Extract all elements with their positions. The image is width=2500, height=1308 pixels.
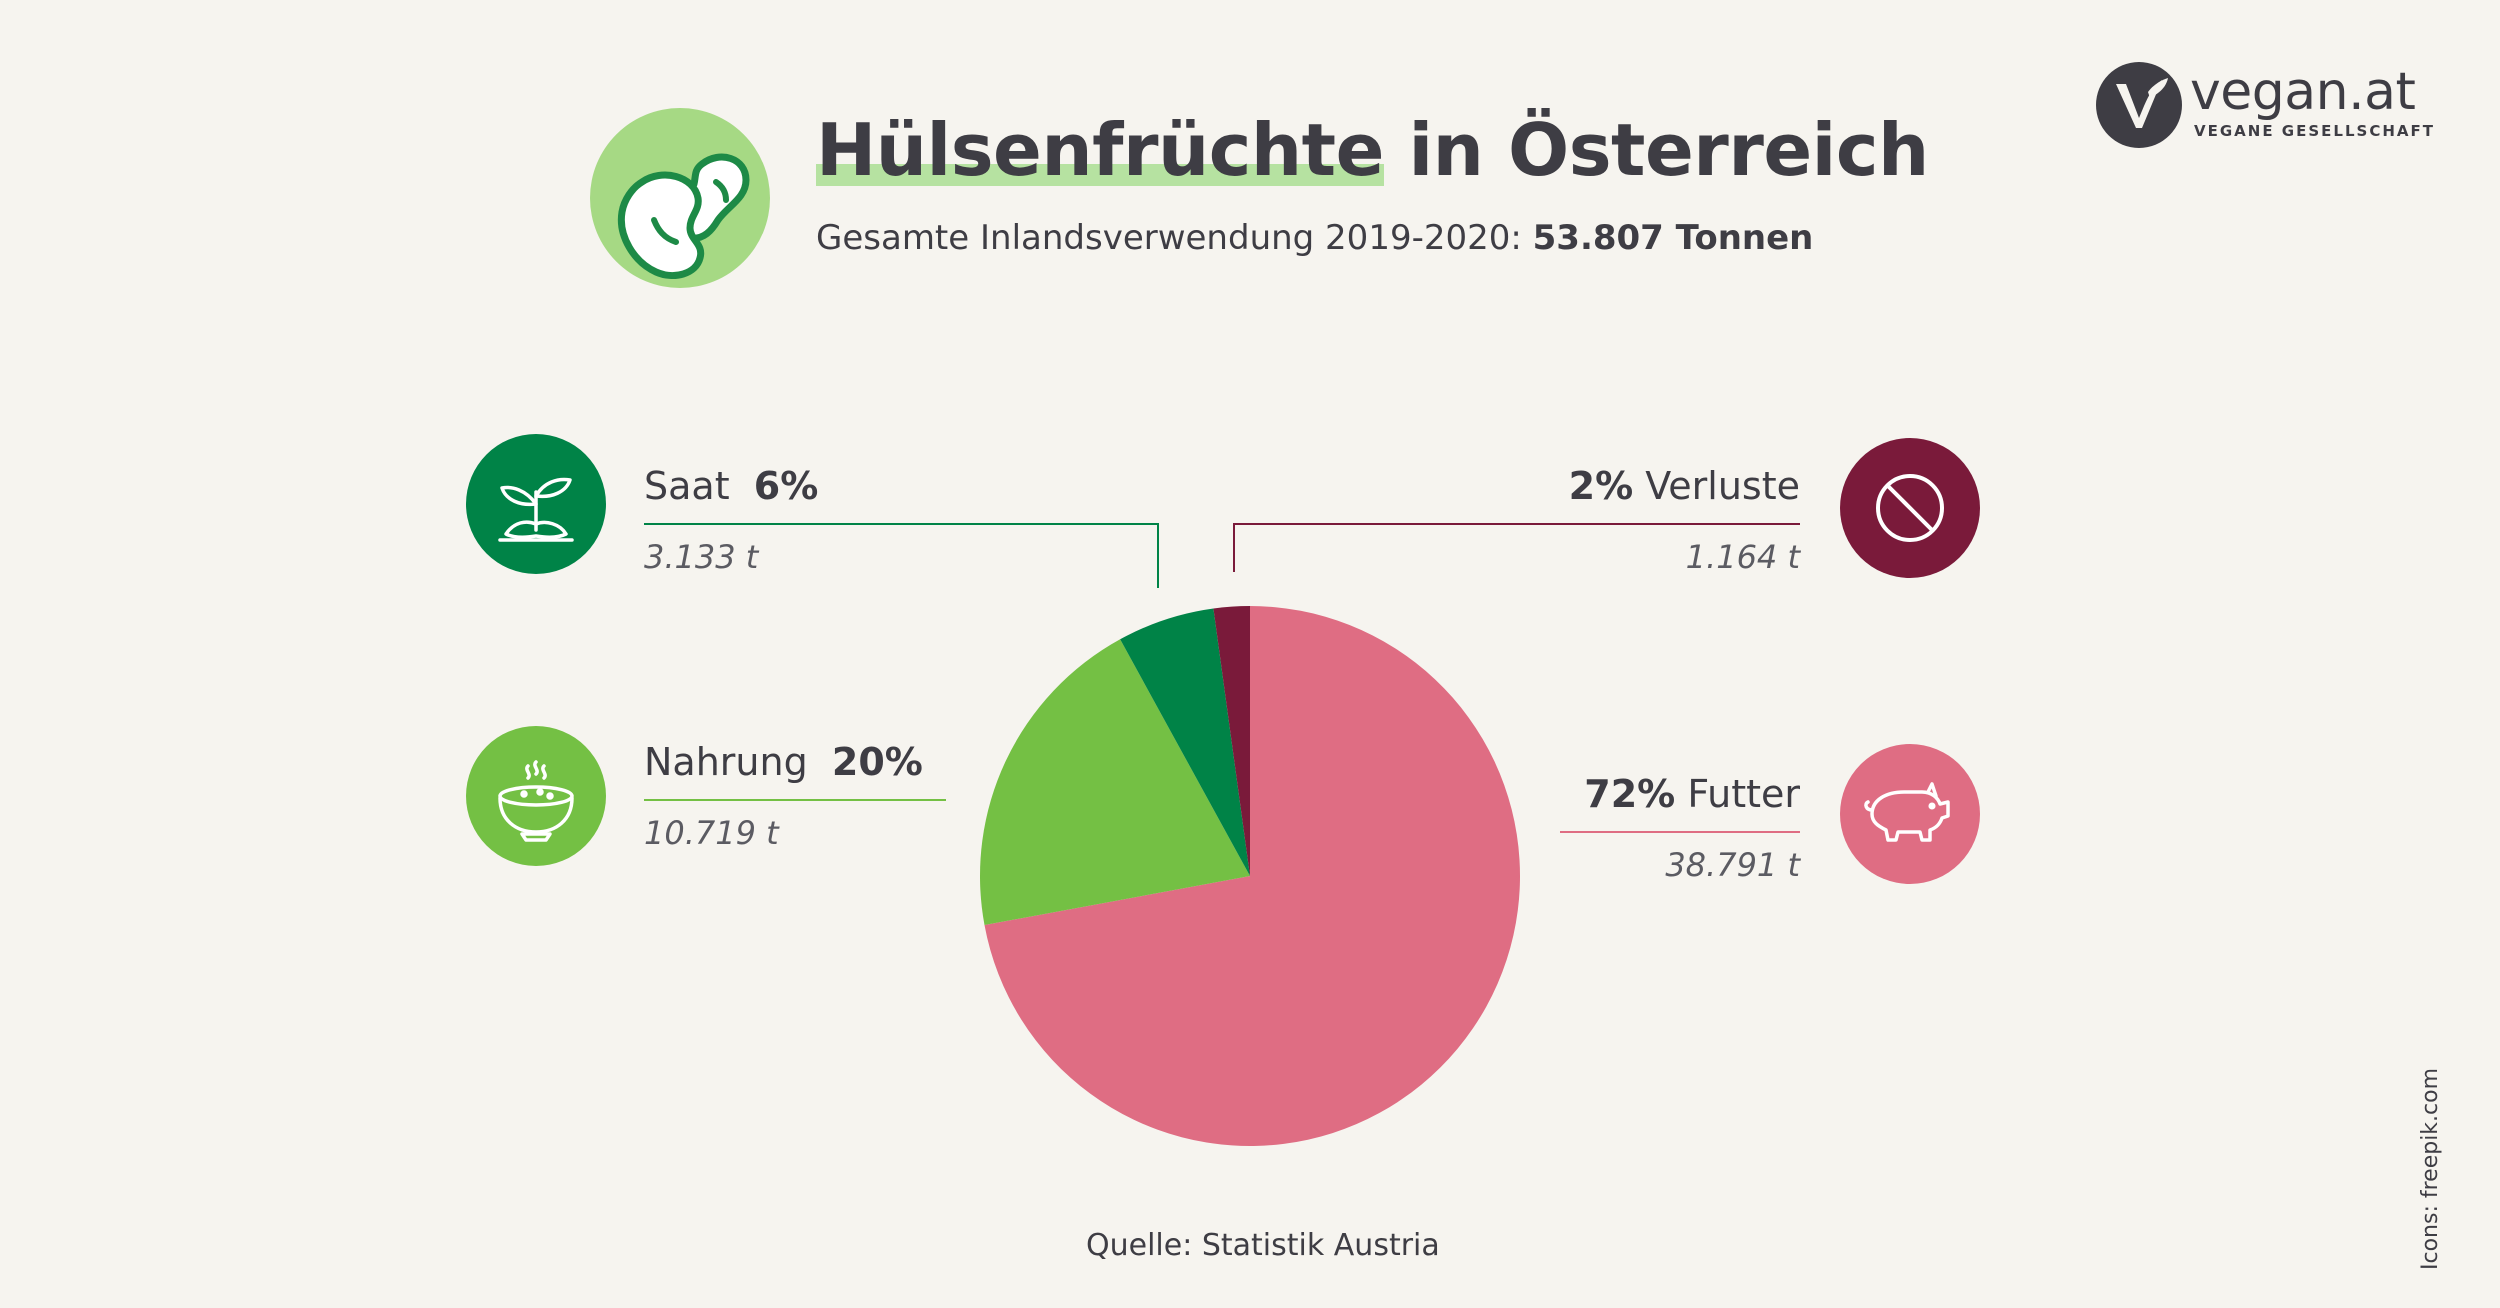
futter-tonnes: 38.791 t — [1665, 846, 1800, 884]
prohibited-icon — [1840, 438, 1980, 578]
nahrung-percent: 20% — [831, 740, 923, 784]
source-note: Quelle: Statistik Austria — [1086, 1228, 1440, 1263]
soup-bowl-icon — [466, 726, 606, 866]
title-rest: in Österreich — [1383, 108, 1929, 192]
pie-slice-futter — [984, 606, 1521, 1146]
nahrung-name: Nahrung — [644, 740, 808, 784]
nahrung-tonnes: 10.719 t — [644, 814, 779, 852]
subtitle-total: 53.807 Tonnen — [1532, 218, 1814, 258]
nahrung-label: Nahrung 20% — [644, 740, 923, 784]
subtitle-prefix: Gesamte Inlandsverwendung 2019-2020: — [816, 218, 1533, 258]
verluste-percent: 2% — [1568, 464, 1634, 508]
pie-slice-saat — [1120, 608, 1250, 876]
futter-name: Futter — [1687, 772, 1800, 816]
pie-slice-verluste — [1213, 606, 1250, 876]
verluste-name: Verluste — [1645, 464, 1800, 508]
pie-slice-nahrung — [980, 639, 1250, 926]
saat-percent: 6% — [753, 464, 819, 508]
vegan-v-leaf-logo — [2096, 62, 2182, 148]
verluste-label: 2% Verluste — [1569, 464, 1800, 508]
futter-percent: 72% — [1584, 772, 1676, 816]
title-highlight: Hülsenfrüchte — [816, 108, 1384, 192]
saat-leader-line — [644, 523, 1159, 588]
pig-icon — [1840, 744, 1980, 884]
saat-tonnes: 3.133 t — [644, 538, 759, 576]
seedling-icon — [466, 434, 606, 574]
subtitle: Gesamte Inlandsverwendung 2019-2020: 53.… — [816, 218, 1813, 258]
verluste-leader-line — [1233, 523, 1800, 572]
futter-label: 72% Futter — [1584, 772, 1800, 816]
logo-tagline: VEGANE GESELLSCHAFT — [2194, 122, 2435, 140]
saat-label: Saat 6% — [644, 464, 818, 508]
verluste-tonnes: 1.164 t — [1685, 538, 1800, 576]
icon-credit: Icons: freepik.com — [2418, 1067, 2443, 1270]
page-title: Hülsenfrüchte in Österreich — [816, 108, 2500, 192]
bean-icon — [590, 108, 770, 288]
logo-name: vegan.at — [2190, 62, 2416, 122]
saat-name: Saat — [644, 464, 730, 508]
